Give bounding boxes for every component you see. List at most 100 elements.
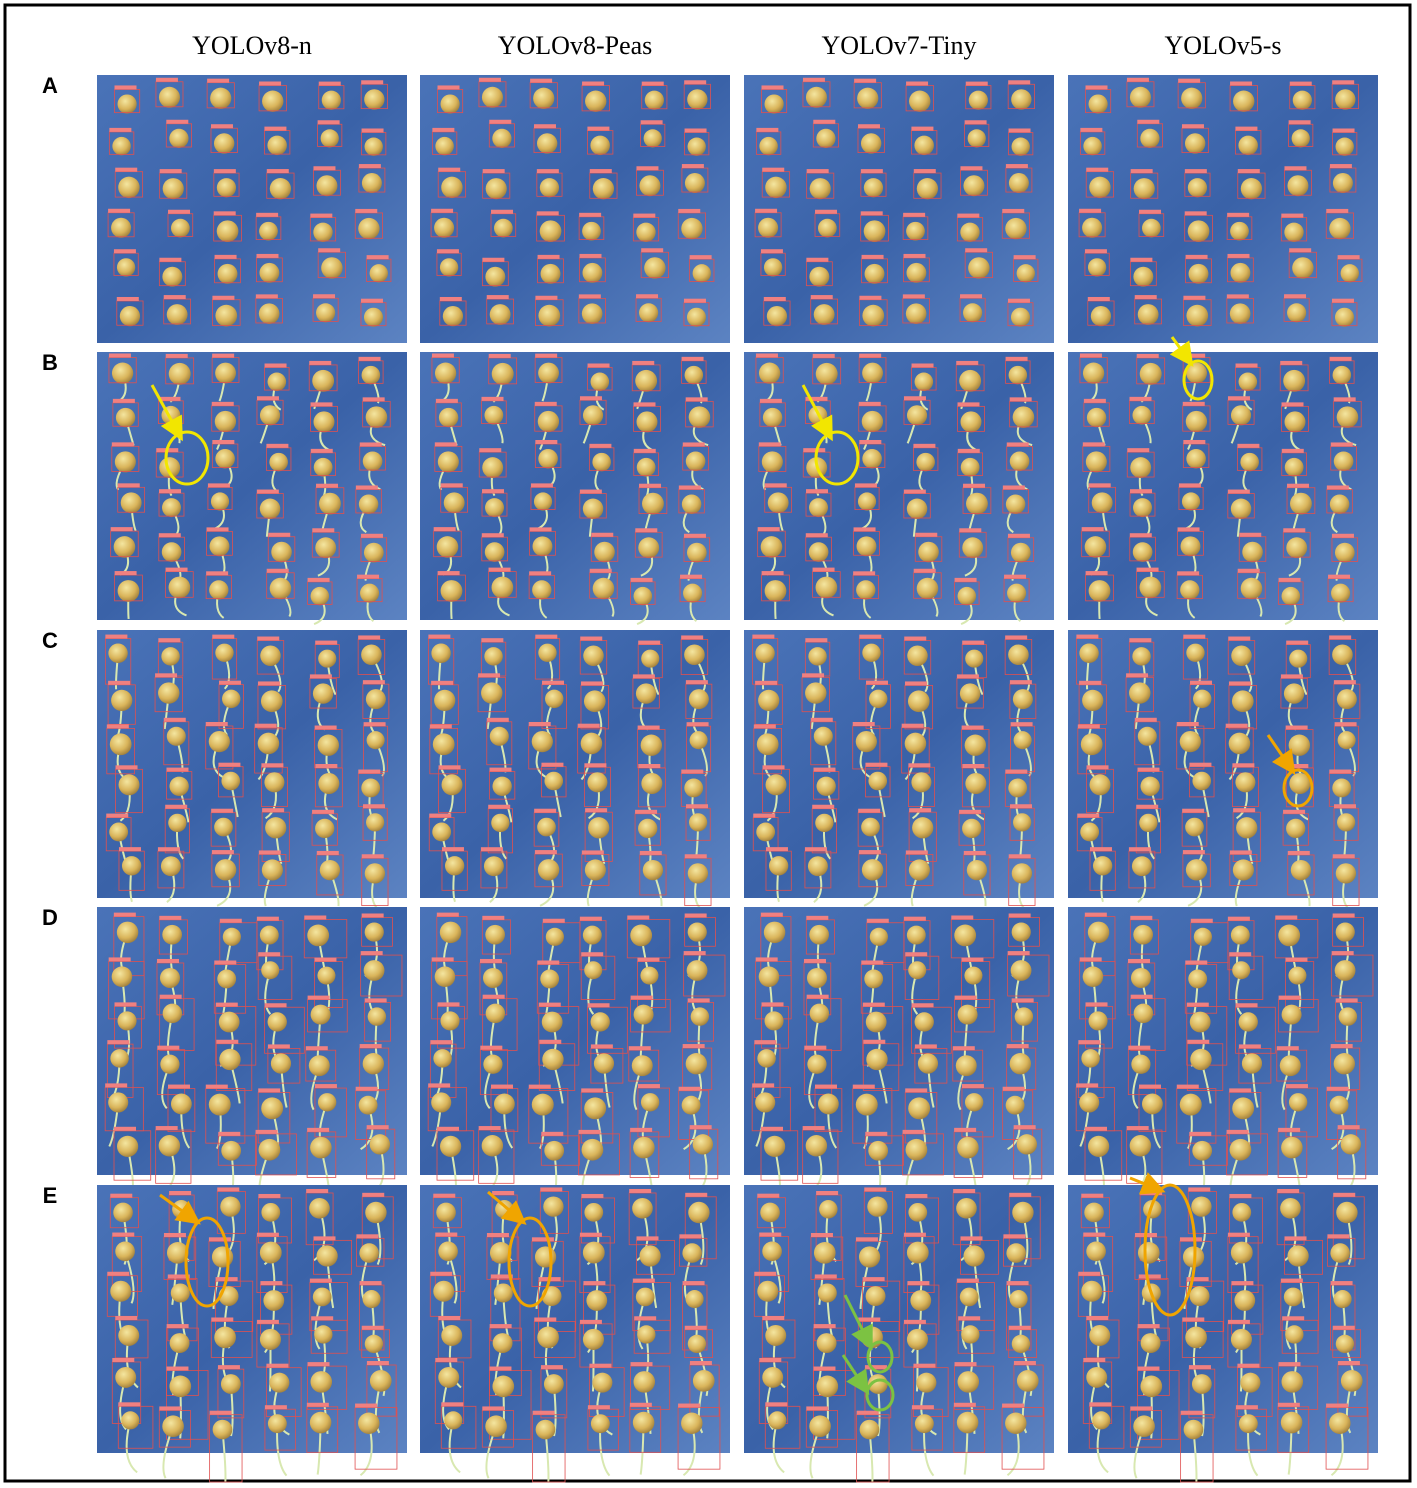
box-tag [312, 528, 335, 533]
seed [1240, 452, 1259, 472]
seed [688, 689, 709, 710]
box-tag [114, 1002, 137, 1007]
box-tag [1187, 1039, 1210, 1044]
box-tag [212, 634, 235, 639]
seed [1016, 1134, 1038, 1155]
box-tag [752, 634, 775, 639]
box-tag [1229, 1088, 1252, 1093]
box-tag [355, 208, 378, 213]
seed [1332, 644, 1353, 666]
panel-background [1068, 630, 1378, 898]
seed [859, 1419, 880, 1440]
box-tag [315, 763, 338, 768]
box-tag [1238, 1044, 1261, 1049]
box-tag [157, 847, 180, 852]
seed [363, 542, 384, 563]
seed [819, 1200, 838, 1219]
box-tag [1011, 998, 1034, 1003]
box-tag [266, 568, 289, 573]
box-tag [762, 765, 785, 770]
seed [1288, 1093, 1308, 1112]
seed [642, 492, 664, 515]
seed [687, 863, 709, 884]
box-tag [1179, 1237, 1202, 1242]
box-tag [310, 448, 333, 453]
seed [813, 1241, 836, 1264]
box-tag [1010, 804, 1033, 809]
image-panel [97, 630, 407, 911]
seed [1083, 136, 1102, 156]
box-tag [579, 916, 602, 921]
seed [963, 1245, 985, 1267]
box-tag [1079, 957, 1102, 962]
seed [436, 536, 459, 558]
box-tag [1136, 567, 1159, 572]
seed [1188, 263, 1209, 284]
seed [916, 178, 939, 200]
box-tag [578, 1129, 601, 1134]
box-tag [489, 1366, 512, 1371]
box-tag [355, 485, 378, 490]
box-tag [864, 1365, 887, 1370]
seed [209, 536, 230, 557]
box-tag [313, 294, 336, 299]
box-tag [258, 850, 281, 855]
box-tag [313, 166, 336, 171]
seed [362, 451, 383, 472]
box-tag [1277, 1188, 1300, 1193]
panel-background [420, 352, 730, 620]
seed [531, 1093, 554, 1116]
seed [312, 1287, 332, 1307]
seed [257, 732, 280, 755]
box-tag [1235, 126, 1258, 131]
box-tag [258, 1088, 281, 1093]
box-tag [114, 571, 137, 576]
row-label: B [42, 350, 58, 375]
box-tag [167, 1274, 190, 1279]
seed [168, 362, 191, 385]
box-tag [437, 85, 460, 90]
box-tag [159, 489, 182, 494]
box-tag [810, 717, 833, 722]
seed [1183, 1419, 1204, 1440]
box-tag [636, 166, 659, 171]
box-tag [812, 804, 835, 809]
box-tag [357, 574, 380, 579]
box-tag [908, 763, 931, 768]
seed [492, 1333, 513, 1353]
seed [1232, 1097, 1255, 1120]
box-tag [805, 396, 828, 401]
seed [542, 1048, 564, 1071]
seed [905, 1138, 928, 1161]
box-tag [633, 213, 656, 218]
box-tag [903, 1319, 926, 1324]
box-tag [540, 1187, 563, 1192]
seed [1014, 1007, 1034, 1026]
box-tag [686, 722, 709, 727]
box-tag [589, 443, 612, 448]
seed [905, 303, 927, 324]
box-tag [1183, 439, 1206, 444]
panel-background [420, 630, 730, 898]
box-tag [802, 673, 825, 678]
seed [262, 90, 284, 112]
box-tag [1006, 1044, 1029, 1049]
seed [582, 405, 604, 426]
seed [815, 813, 834, 833]
box-tag [951, 915, 974, 920]
seed [1241, 1053, 1263, 1074]
box-tag [961, 957, 984, 962]
box-tag [637, 957, 660, 962]
box-tag [579, 253, 602, 258]
image-panel [744, 352, 1054, 626]
box-tag [1009, 397, 1032, 402]
box-tag [813, 1324, 836, 1329]
box-tag [431, 353, 454, 358]
box-tag [755, 353, 778, 358]
box-tag [429, 724, 452, 729]
box-tag [1277, 1402, 1300, 1407]
seed [440, 580, 463, 602]
box-tag [911, 363, 934, 368]
box-tag [577, 723, 600, 728]
seed [484, 405, 504, 425]
